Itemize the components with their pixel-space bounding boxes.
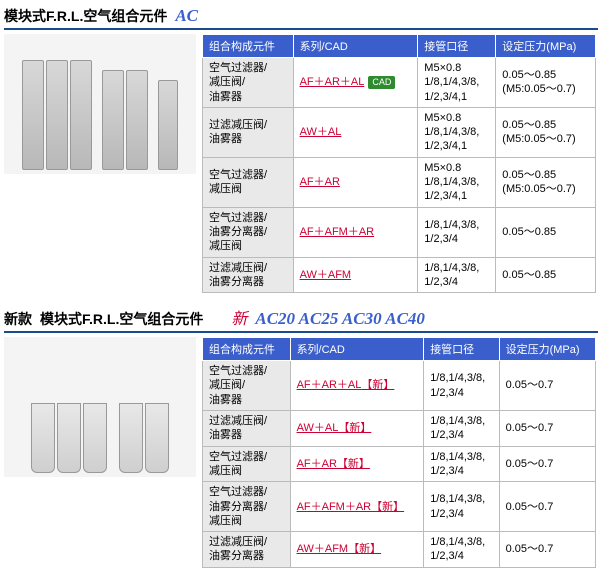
cell-series: AF＋AFM＋AR [293,207,418,257]
cell-components: 空气过滤器/减压阀 [203,446,291,482]
cell-pressure: 0.05～0.7 [499,446,595,482]
col-components: 组合构成元件 [203,35,294,58]
cell-series: AF＋AFM＋AR【新】 [290,482,424,532]
section2-table: 组合构成元件 系列/CAD 接管口径 设定压力(MPa) 空气过滤器/减压阀/油… [202,337,596,568]
table-row: 过滤减压阀/油雾器 AW＋AL M5×0.81/8,1/4,3/8,1/2,3/4,… [203,107,596,157]
series-link[interactable]: AW＋AFM【新】 [297,543,382,555]
section2-content: 组合构成元件 系列/CAD 接管口径 设定压力(MPa) 空气过滤器/减压阀/油… [4,337,598,568]
col-series: 系列/CAD [290,338,424,361]
cell-components: 空气过滤器/减压阀 [203,157,294,207]
cell-components: 空气过滤器/减压阀/油雾器 [203,361,291,411]
section1-model: AC [175,6,198,26]
section2-header: 新款 模块式F.R.L.空气组合元件 新 AC20 AC25 AC30 AC40 [4,303,598,333]
cell-components: 空气过滤器/油雾分离器/减压阀 [203,207,294,257]
cell-port: 1/8,1/4,3/8,1/2,3/4 [424,446,499,482]
cell-port: M5×0.81/8,1/4,3/8,1/2,3/4,1 [418,107,496,157]
cell-series: AF＋AR＋ALCAD [293,58,418,108]
cell-port: 1/8,1/4,3/8,1/2,3/4 [424,361,499,411]
cell-series: AW＋AL【新】 [290,411,424,447]
series-link[interactable]: AW＋AFM [300,269,352,281]
col-port: 接管口径 [418,35,496,58]
section1-product-image [4,34,196,174]
series-link[interactable]: AF＋AR＋AL [300,76,365,88]
table-row: 空气过滤器/油雾分离器/减压阀 AF＋AFM＋AR【新】 1/8,1/4,3/8,1… [203,482,596,532]
cell-pressure: 0.05～0.85 [496,207,596,257]
table-row: 空气过滤器/减压阀 AF＋AR M5×0.81/8,1/4,3/8,1/2,3/4,… [203,157,596,207]
cell-series: AW＋AFM [293,257,418,293]
cell-pressure: 0.05～0.7 [499,361,595,411]
cell-port: 1/8,1/4,3/8,1/2,3/4 [424,482,499,532]
section1-title: 模块式F.R.L.空气组合元件 [4,6,167,26]
table-row: 空气过滤器/减压阀 AF＋AR【新】 1/8,1/4,3/8,1/2,3/40.05… [203,446,596,482]
table-row: 空气过滤器/减压阀/油雾器 AF＋AR＋AL【新】 1/8,1/4,3/8,1/2,… [203,361,596,411]
series-link[interactable]: AF＋AR＋AL【新】 [297,379,395,391]
cell-components: 空气过滤器/减压阀/油雾器 [203,58,294,108]
section2-product-image [4,337,196,477]
table-row: 过滤减压阀/油雾器 AW＋AL【新】 1/8,1/4,3/8,1/2,3/40.05… [203,411,596,447]
cell-series: AF＋AR [293,157,418,207]
cell-components: 过滤减压阀/油雾分离器 [203,532,291,568]
cell-pressure: 0.05～0.85(M5:0.05～0.7) [496,157,596,207]
cell-components: 过滤减压阀/油雾器 [203,411,291,447]
col-pressure: 设定压力(MPa) [499,338,595,361]
col-components: 组合构成元件 [203,338,291,361]
col-pressure: 设定压力(MPa) [496,35,596,58]
cell-port: M5×0.81/8,1/4,3/8,1/2,3/4,1 [418,58,496,108]
section1-table: 组合构成元件 系列/CAD 接管口径 设定压力(MPa) 空气过滤器/减压阀/油… [202,34,596,293]
cell-components: 过滤减压阀/油雾分离器 [203,257,294,293]
cell-port: 1/8,1/4,3/8,1/2,3/4 [424,532,499,568]
section1-content: 组合构成元件 系列/CAD 接管口径 设定压力(MPa) 空气过滤器/减压阀/油… [4,34,598,293]
cell-series: AW＋AL [293,107,418,157]
section1-header: 模块式F.R.L.空气组合元件 AC [4,4,598,30]
cell-pressure: 0.05～0.85(M5:0.05～0.7) [496,58,596,108]
section2-prefix: 新款 [4,309,32,329]
cell-pressure: 0.05～0.85 [496,257,596,293]
col-series: 系列/CAD [293,35,418,58]
cell-port: 1/8,1/4,3/8,1/2,3/4 [424,411,499,447]
cell-components: 过滤减压阀/油雾器 [203,107,294,157]
cell-port: 1/8,1/4,3/8,1/2,3/4 [418,257,496,293]
cell-series: AW＋AFM【新】 [290,532,424,568]
section2-new-badge: 新 [231,305,247,329]
cell-series: AF＋AR【新】 [290,446,424,482]
series-link[interactable]: AF＋AFM＋AR [300,226,375,238]
cell-pressure: 0.05～0.7 [499,482,595,532]
series-link[interactable]: AF＋AR [300,176,340,188]
table-row: 过滤减压阀/油雾分离器 AW＋AFM 1/8,1/4,3/8,1/2,3/40.05… [203,257,596,293]
cell-pressure: 0.05～0.85(M5:0.05～0.7) [496,107,596,157]
cell-series: AF＋AR＋AL【新】 [290,361,424,411]
series-link[interactable]: AW＋AL【新】 [297,422,372,434]
table-row: 空气过滤器/油雾分离器/减压阀 AF＋AFM＋AR 1/8,1/4,3/8,1/2,… [203,207,596,257]
section2-title: 模块式F.R.L.空气组合元件 [40,309,203,329]
cell-port: 1/8,1/4,3/8,1/2,3/4 [418,207,496,257]
cell-port: M5×0.81/8,1/4,3/8,1/2,3/4,1 [418,157,496,207]
series-link[interactable]: AF＋AR【新】 [297,458,370,470]
cell-components: 空气过滤器/油雾分离器/减压阀 [203,482,291,532]
series-link[interactable]: AF＋AFM＋AR【新】 [297,501,405,513]
section2-models: AC20 AC25 AC30 AC40 [255,309,425,329]
col-port: 接管口径 [424,338,499,361]
series-link[interactable]: AW＋AL [300,126,342,138]
cell-pressure: 0.05～0.7 [499,532,595,568]
table-row: 过滤减压阀/油雾分离器 AW＋AFM【新】 1/8,1/4,3/8,1/2,3/40… [203,532,596,568]
table-row: 空气过滤器/减压阀/油雾器AF＋AR＋ALCADM5×0.81/8,1/4,3/… [203,58,596,108]
cad-badge[interactable]: CAD [368,76,395,90]
cell-pressure: 0.05～0.7 [499,411,595,447]
